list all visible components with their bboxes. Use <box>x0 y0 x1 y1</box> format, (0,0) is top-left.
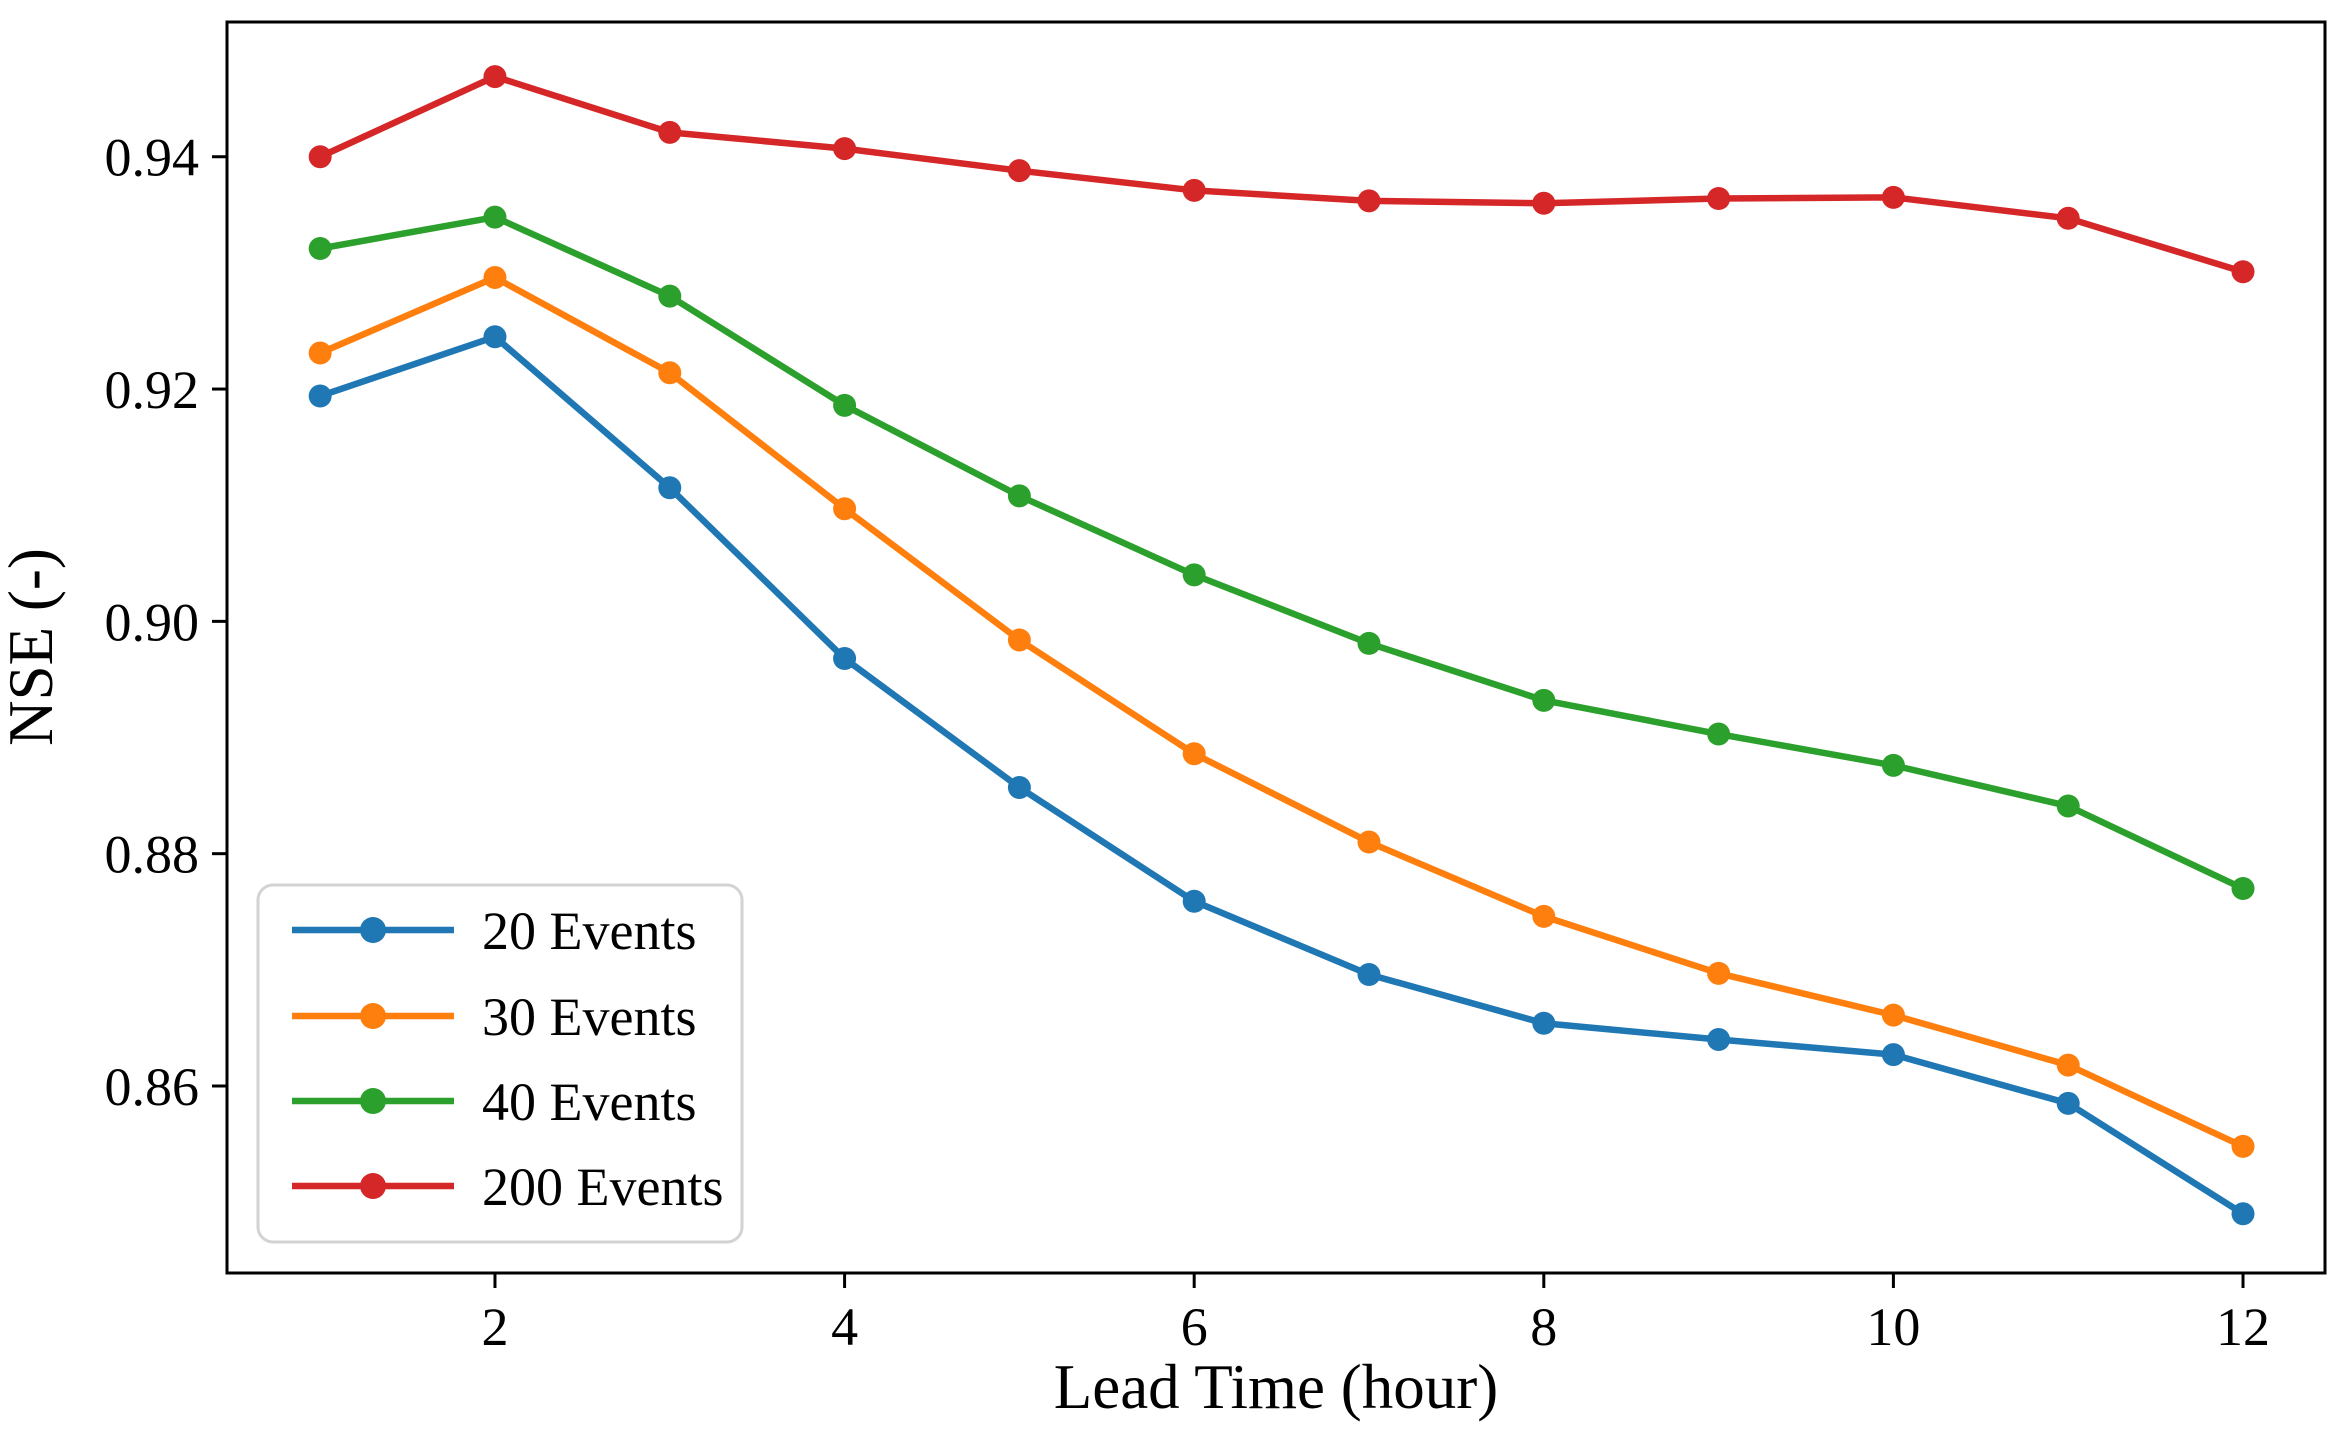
data-point-20-events-7 <box>1357 962 1381 986</box>
series-line-20-events <box>316 333 2247 1218</box>
y-axis-tick-label: 0.90 <box>105 592 200 652</box>
data-point-40-events-12 <box>2231 877 2255 901</box>
x-axis-label: Lead Time (hour) <box>1054 1352 1498 1422</box>
data-point-20-events-6 <box>1182 889 1206 913</box>
data-point-200-events-1 <box>308 145 332 169</box>
data-point-20-events-4 <box>833 647 857 671</box>
data-point-20-events-11 <box>2056 1091 2080 1115</box>
data-point-40-events-5 <box>1007 484 1031 508</box>
legend-label-30-events: 30 Events <box>482 987 696 1047</box>
data-point-40-events-1 <box>308 237 332 261</box>
data-point-30-events-1 <box>308 341 332 365</box>
data-point-40-events-4 <box>833 393 857 417</box>
data-point-200-events-10 <box>1881 185 1905 209</box>
data-point-200-events-2 <box>483 65 507 89</box>
data-point-200-events-11 <box>2056 206 2080 230</box>
legend-marker-dot-200-events <box>360 1173 386 1199</box>
x-axis-tick-label: 4 <box>831 1297 858 1357</box>
data-point-30-events-2 <box>483 266 507 290</box>
data-point-20-events-12 <box>2231 1202 2255 1226</box>
data-point-20-events-10 <box>1881 1043 1905 1067</box>
data-point-20-events-3 <box>658 476 682 500</box>
legend-label-20-events: 20 Events <box>482 901 696 961</box>
data-point-30-events-11 <box>2056 1053 2080 1077</box>
legend-label-40-events: 40 Events <box>482 1072 696 1132</box>
x-axis-tick-label: 10 <box>1866 1297 1920 1357</box>
x-axis-tick-label: 12 <box>2216 1297 2270 1357</box>
data-point-200-events-4 <box>833 137 857 161</box>
y-axis-label: NSE (-) <box>0 548 66 746</box>
data-point-40-events-11 <box>2056 794 2080 818</box>
y-axis-tick-label: 0.86 <box>105 1057 200 1117</box>
series-line-200-events <box>316 73 2247 275</box>
legend-marker-dot-40-events <box>360 1088 386 1114</box>
data-point-200-events-5 <box>1007 159 1031 183</box>
data-point-30-events-5 <box>1007 628 1031 652</box>
x-axis-tick-label: 2 <box>481 1297 508 1357</box>
data-point-20-events-1 <box>308 384 332 408</box>
series-line-40-events <box>316 213 2247 892</box>
x-axis-tick-label: 6 <box>1181 1297 1208 1357</box>
legend-box <box>256 883 744 1244</box>
data-point-20-events-2 <box>483 325 507 349</box>
axes: 2 4 6 8 10 12 0.86 0.88 0.90 0.92 0.94 <box>105 20 2327 1357</box>
data-point-40-events-7 <box>1357 631 1381 655</box>
y-axis-tick-label: 0.92 <box>105 360 200 420</box>
data-point-200-events-3 <box>658 120 682 144</box>
data-point-200-events-8 <box>1532 191 1556 215</box>
data-point-20-events-8 <box>1532 1011 1556 1035</box>
data-point-40-events-9 <box>1707 722 1731 746</box>
data-point-40-events-8 <box>1532 688 1556 712</box>
y-axis-tick-label: 0.94 <box>105 128 200 188</box>
data-point-40-events-10 <box>1881 753 1905 777</box>
x-axis-tick-label: 8 <box>1530 1297 1557 1357</box>
data-point-200-events-9 <box>1707 187 1731 211</box>
data-point-30-events-7 <box>1357 830 1381 854</box>
data-point-30-events-12 <box>2231 1134 2255 1158</box>
data-point-200-events-7 <box>1357 189 1381 213</box>
data-point-20-events-9 <box>1707 1028 1731 1052</box>
series-lines <box>308 65 2255 1226</box>
data-point-200-events-6 <box>1182 178 1206 202</box>
y-axis-tick-label: 0.88 <box>105 825 200 885</box>
data-point-20-events-5 <box>1007 775 1031 799</box>
legend-marker-dot-30-events <box>360 1003 386 1029</box>
data-point-30-events-6 <box>1182 742 1206 766</box>
data-point-200-events-12 <box>2231 260 2255 284</box>
data-point-40-events-3 <box>658 284 682 308</box>
legend: 20 Events 30 Events 40 Events 200 Events <box>256 883 744 1244</box>
data-point-30-events-3 <box>658 361 682 385</box>
data-point-30-events-8 <box>1532 904 1556 928</box>
data-point-40-events-6 <box>1182 563 1206 587</box>
data-point-30-events-10 <box>1881 1003 1905 1027</box>
data-point-40-events-2 <box>483 205 507 229</box>
data-point-30-events-9 <box>1707 961 1731 985</box>
plot-frame <box>225 20 2327 1275</box>
legend-marker-dot-20-events <box>360 917 386 943</box>
data-point-30-events-4 <box>833 497 857 521</box>
legend-label-200-events: 200 Events <box>482 1157 723 1217</box>
series-line-30-events <box>316 274 2247 1150</box>
